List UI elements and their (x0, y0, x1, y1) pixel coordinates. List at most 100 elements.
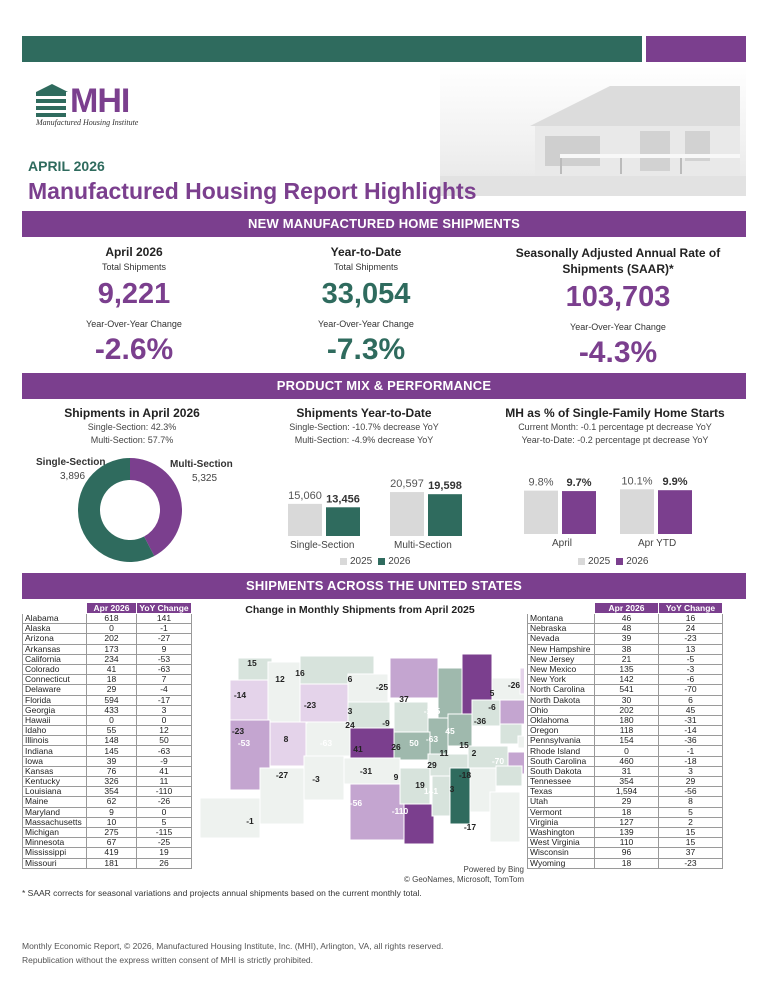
table-row: Idaho 55 12 (22, 725, 192, 737)
state-yoy-value: -1 (658, 745, 723, 757)
state-apr-value: 1,594 (594, 786, 659, 798)
legend-swatch-2025 (340, 558, 347, 565)
state-apr-value: 29 (594, 796, 659, 808)
map-value-label: -18 (459, 770, 472, 780)
map-value-label: -17 (464, 822, 477, 832)
map-region (305, 721, 308, 724)
state-yoy-value: -23 (658, 633, 723, 645)
legend-2025: 2025 (588, 556, 611, 567)
bar-2026-0 (326, 507, 360, 536)
table-row: Oregon 118 -14 (527, 725, 723, 737)
state-yoy-value: -4 (136, 684, 192, 696)
table-row: New Mexico 135 -3 (527, 663, 723, 676)
map-region (343, 757, 401, 785)
metric-heading: April 2026 (105, 245, 163, 259)
section-band-shipments: NEW MANUFACTURED HOME SHIPMENTS (22, 211, 746, 237)
map-value-label: -110 (392, 806, 409, 816)
state-name: California (22, 653, 87, 665)
table-row: Alabama 618 141 (22, 612, 192, 625)
table-row: Arkansas 173 9 (22, 643, 192, 655)
state-apr-value: 234 (86, 653, 137, 665)
state-name: Minnesota (22, 837, 87, 849)
table-row: Connecticut 18 7 (22, 674, 192, 686)
map-region (269, 721, 307, 767)
panel-line-current: Current Month: -0.1 percentage pt decrea… (518, 422, 712, 432)
state-yoy-value: 37 (658, 847, 723, 859)
metric-yoy-value: -2.6% (94, 333, 174, 366)
state-apr-value: 18 (594, 806, 659, 818)
panel-heading-ytd: Shipments Year-to-Date (296, 406, 432, 420)
state-apr-value: 354 (86, 786, 137, 798)
table-row: Wisconsin 96 37 (527, 847, 723, 859)
state-name: Montana (527, 612, 595, 625)
map-region (393, 731, 431, 761)
state-yoy-value: -115 (136, 826, 192, 839)
table-row: Michigan 275 -115 (22, 826, 192, 839)
map-value-label: -23 (232, 726, 245, 736)
map-region (489, 791, 521, 843)
state-apr-value: 31 (594, 765, 659, 778)
map-value-label: 50 (409, 738, 419, 748)
state-name: Maine (22, 796, 87, 808)
state-yoy-value: -6 (658, 674, 723, 686)
map-value-label: 37 (399, 694, 409, 704)
table-header-yoy: YoY Change (136, 602, 192, 614)
metric-yoy-value: -7.3% (326, 333, 406, 366)
state-name: South Dakota (527, 765, 595, 778)
state-name: Wisconsin (527, 847, 595, 859)
map-value-label: -26 (508, 680, 521, 690)
state-apr-value: 594 (86, 694, 137, 706)
state-apr-value: 541 (594, 684, 659, 696)
state-yoy-value: -27 (136, 633, 192, 645)
state-name: Michigan (22, 826, 87, 839)
state-name: Colorado (22, 663, 87, 676)
map-region (403, 803, 435, 845)
top-bar-green (22, 36, 642, 62)
section-band-mix: PRODUCT MIX & PERFORMANCE (22, 373, 746, 399)
table-header-state (22, 602, 87, 614)
donut-single-value: 3,896 (60, 471, 86, 482)
state-yoy-value: -1 (136, 623, 192, 635)
state-name: Maryland (22, 806, 87, 818)
state-apr-value: 145 (86, 745, 137, 757)
bar-2026-1 (658, 490, 692, 534)
state-name: New Jersey (527, 653, 595, 665)
table-row: New York 142 -6 (527, 674, 723, 686)
table-row: Nebraska 48 24 (527, 623, 723, 635)
state-yoy-value: 9 (136, 643, 192, 655)
bar-2025-0 (524, 490, 558, 534)
table-row: Hawaii 0 0 (22, 714, 192, 727)
mhi-logo: MHI Manufactured Housing Institute (36, 84, 138, 127)
table-row: Indiana 145 -63 (22, 745, 192, 757)
state-apr-value: 118 (594, 725, 659, 737)
map-region (200, 797, 261, 839)
legend-swatch-2025 (578, 558, 585, 565)
metric-heading: Year-to-Date (330, 245, 402, 259)
state-yoy-value: 3 (136, 704, 192, 716)
state-name: Kansas (22, 765, 87, 778)
state-yoy-value: -36 (658, 735, 723, 747)
table-header-yoy: YoY Change (658, 602, 723, 614)
state-yoy-value: 15 (658, 837, 723, 849)
table-row: Massachusetts 10 5 (22, 816, 192, 828)
state-yoy-value: 50 (136, 735, 192, 747)
state-yoy-value: 3 (658, 765, 723, 778)
state-yoy-value: -26 (136, 796, 192, 808)
state-name: Oregon (527, 725, 595, 737)
map-value-label: -31 (360, 766, 373, 776)
state-apr-value: 326 (86, 775, 137, 788)
state-yoy-value: 11 (136, 775, 192, 788)
donut-single-label: Single-Section (36, 457, 106, 468)
table-row: Kansas 76 41 (22, 765, 192, 778)
map-region (471, 699, 501, 727)
bar-category-multi: Multi-Section (394, 540, 452, 551)
map-value-label: -27 (276, 770, 289, 780)
map-value-label: 12 (275, 674, 285, 684)
table-row: Maine 62 -26 (22, 796, 192, 808)
map-region (431, 775, 451, 817)
map-region (499, 699, 524, 725)
map-region (519, 667, 524, 695)
table-header-apr: Apr 2026 (86, 602, 137, 614)
table-row: Iowa 39 -9 (22, 755, 192, 767)
bar-2026-0 (562, 491, 596, 534)
